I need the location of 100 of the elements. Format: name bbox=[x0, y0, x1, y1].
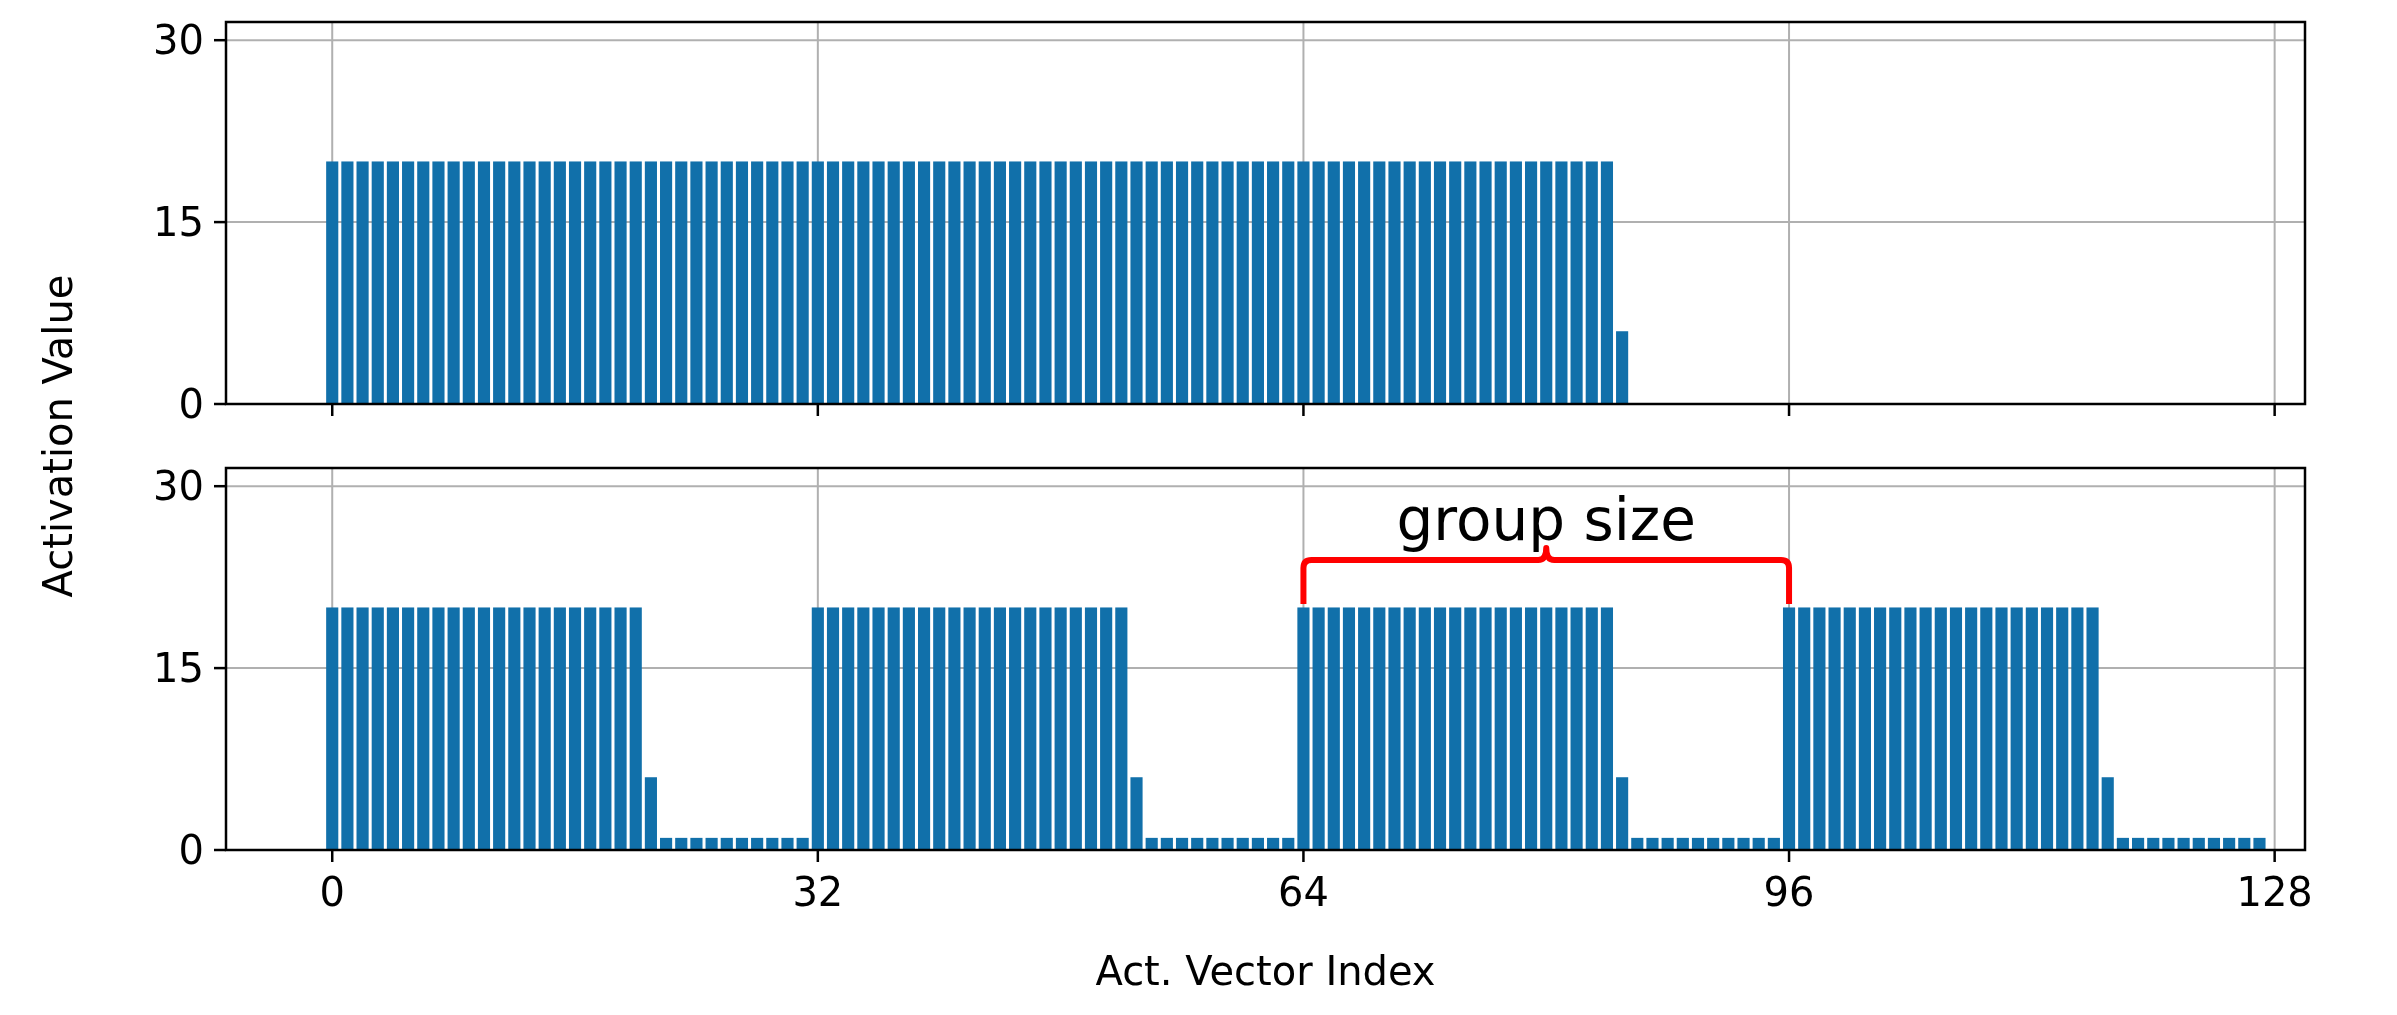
bar bbox=[1403, 607, 1416, 850]
y-tick-label: 0 bbox=[178, 381, 204, 427]
bar bbox=[1874, 607, 1887, 850]
bar bbox=[371, 607, 384, 850]
y-tick-label: 30 bbox=[153, 463, 204, 510]
bar bbox=[2177, 837, 2190, 850]
bar bbox=[1327, 607, 1340, 850]
bar bbox=[1054, 607, 1067, 850]
bar bbox=[1358, 607, 1371, 850]
bar bbox=[1191, 837, 1204, 850]
bar bbox=[1373, 607, 1386, 850]
bar bbox=[1798, 607, 1811, 850]
bar bbox=[2147, 837, 2160, 850]
bar bbox=[477, 607, 491, 850]
bar bbox=[1084, 607, 1098, 850]
bar bbox=[1221, 837, 1234, 850]
bar bbox=[2101, 777, 2114, 850]
bar bbox=[2162, 837, 2175, 850]
bar bbox=[1965, 607, 1978, 850]
bar bbox=[1069, 607, 1082, 850]
bar bbox=[1160, 837, 1173, 850]
bar bbox=[1843, 607, 1856, 850]
bar bbox=[2040, 607, 2054, 850]
bar bbox=[1479, 607, 1492, 850]
bar bbox=[462, 607, 475, 850]
bar bbox=[2253, 837, 2266, 850]
bar bbox=[781, 837, 794, 850]
bar bbox=[341, 607, 354, 850]
bar bbox=[1600, 607, 1614, 850]
bar bbox=[1449, 607, 1462, 850]
bar bbox=[1585, 607, 1598, 850]
bar bbox=[326, 607, 339, 850]
bar bbox=[417, 607, 430, 850]
bar bbox=[1494, 607, 1507, 850]
bar bbox=[1282, 837, 1295, 850]
bar bbox=[1024, 607, 1037, 850]
bar bbox=[796, 837, 809, 850]
bar bbox=[857, 607, 870, 850]
bar bbox=[644, 777, 657, 850]
bar bbox=[1433, 607, 1447, 850]
bar bbox=[1737, 837, 1750, 850]
bar bbox=[1540, 607, 1553, 850]
bar bbox=[1175, 837, 1189, 850]
bar bbox=[1934, 607, 1947, 850]
bar bbox=[2132, 837, 2145, 850]
bar bbox=[1949, 607, 1963, 850]
bar bbox=[1813, 607, 1826, 850]
bar bbox=[1206, 837, 1219, 850]
bar bbox=[1661, 837, 1674, 850]
bar bbox=[826, 607, 840, 850]
bar bbox=[675, 837, 688, 850]
x-tick-label: 0 bbox=[319, 869, 345, 915]
bar bbox=[917, 607, 931, 850]
bar bbox=[1631, 837, 1644, 850]
bar bbox=[1676, 837, 1689, 850]
bar bbox=[1312, 607, 1325, 850]
bar bbox=[2116, 837, 2129, 850]
bar bbox=[1039, 607, 1052, 850]
bar bbox=[705, 837, 718, 850]
bar bbox=[1980, 607, 1993, 850]
bar bbox=[1388, 607, 1401, 850]
bar bbox=[948, 607, 961, 850]
bar bbox=[1555, 607, 1568, 850]
bar bbox=[1570, 607, 1583, 850]
bar bbox=[1130, 777, 1143, 850]
bar bbox=[2071, 607, 2084, 850]
bar bbox=[1646, 837, 1659, 850]
bar bbox=[690, 837, 703, 850]
bar bbox=[1889, 607, 1902, 850]
bar bbox=[629, 607, 642, 850]
bar bbox=[1919, 607, 1932, 850]
bar bbox=[872, 607, 885, 850]
bar bbox=[1297, 607, 1310, 850]
bar bbox=[568, 607, 582, 850]
bar bbox=[1707, 837, 1720, 850]
bar bbox=[508, 607, 521, 850]
y-tick-label: 30 bbox=[153, 17, 204, 64]
bar bbox=[599, 607, 612, 850]
bar bbox=[1752, 837, 1765, 850]
bar bbox=[447, 607, 460, 850]
bar bbox=[614, 607, 627, 850]
bar bbox=[493, 607, 506, 850]
bar bbox=[1691, 837, 1705, 850]
y-tick-label: 15 bbox=[153, 199, 204, 246]
bar bbox=[538, 607, 551, 850]
bar bbox=[1267, 837, 1280, 850]
bar bbox=[1509, 607, 1522, 850]
x-tick-label: 96 bbox=[1763, 869, 1815, 915]
bar bbox=[993, 607, 1006, 850]
bar bbox=[1858, 607, 1871, 850]
bar bbox=[933, 607, 946, 850]
bar bbox=[1722, 837, 1735, 850]
bar bbox=[842, 607, 855, 850]
bar bbox=[1995, 607, 2008, 850]
bar bbox=[356, 607, 369, 850]
bar bbox=[720, 837, 733, 850]
bar bbox=[1145, 837, 1158, 850]
bar bbox=[2207, 837, 2221, 850]
bar bbox=[751, 837, 764, 850]
y-tick-label: 0 bbox=[178, 827, 204, 873]
